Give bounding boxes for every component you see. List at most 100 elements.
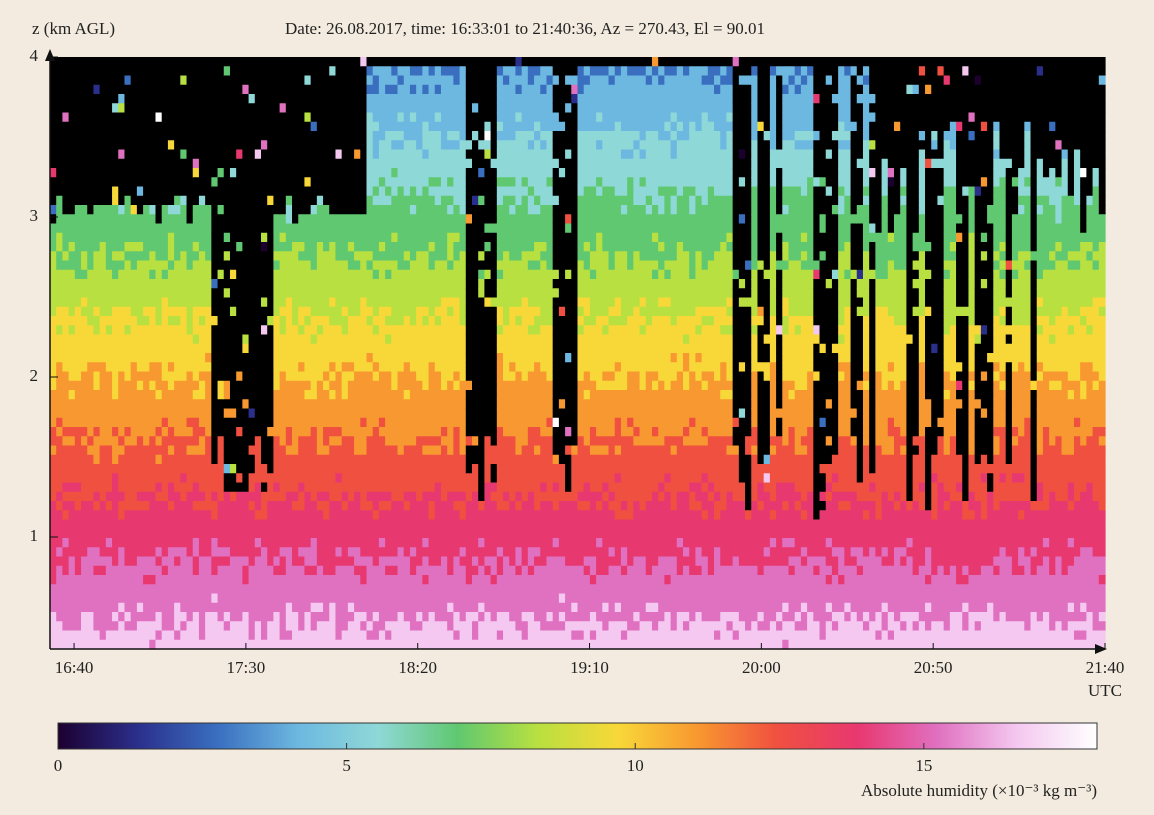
heatmap-cell — [509, 464, 516, 474]
heatmap-cell — [360, 242, 367, 252]
heatmap-cell — [261, 85, 268, 95]
heatmap-cell — [509, 270, 516, 280]
heatmap-cell — [81, 196, 88, 206]
heatmap-cell — [267, 242, 274, 252]
heatmap-cell — [503, 335, 510, 345]
heatmap-cell — [50, 483, 57, 493]
heatmap-cell — [137, 510, 144, 520]
heatmap-cell — [373, 335, 380, 345]
heatmap-cell — [118, 418, 125, 428]
heatmap-cell — [286, 612, 293, 622]
heatmap-cell — [149, 131, 156, 141]
heatmap-cell — [509, 418, 516, 428]
heatmap-cell — [131, 492, 138, 502]
heatmap-cell — [515, 187, 522, 197]
heatmap-cell — [298, 418, 305, 428]
heatmap-cell — [112, 159, 119, 169]
heatmap-cell — [447, 270, 454, 280]
heatmap-cell — [211, 538, 218, 548]
heatmap-cell — [292, 325, 299, 335]
heatmap-cell — [211, 547, 218, 557]
heatmap-cell — [242, 177, 249, 187]
heatmap-cell — [453, 381, 460, 391]
heatmap-cell — [218, 510, 225, 520]
heatmap-cell — [385, 94, 392, 104]
heatmap-cell — [93, 279, 100, 289]
heatmap-cell — [298, 122, 305, 132]
heatmap-cell — [304, 353, 311, 363]
heatmap-cell — [391, 94, 398, 104]
heatmap-cell — [50, 298, 57, 308]
heatmap-cell — [478, 103, 485, 113]
heatmap-cell — [255, 492, 262, 502]
heatmap-cell — [317, 473, 324, 483]
heatmap-cell — [329, 85, 336, 95]
heatmap-cell — [50, 538, 57, 548]
heatmap-cell — [491, 492, 498, 502]
heatmap-cell — [335, 85, 342, 95]
heatmap-cell — [522, 113, 529, 123]
heatmap-cell — [106, 251, 113, 261]
heatmap-cell — [62, 122, 69, 132]
heatmap-cell — [515, 529, 522, 539]
heatmap-cell — [81, 436, 88, 446]
heatmap-cell — [429, 94, 436, 104]
heatmap-cell — [162, 76, 169, 86]
heatmap-cell — [118, 557, 125, 567]
heatmap-cell — [75, 520, 82, 530]
heatmap-cell — [193, 325, 200, 335]
heatmap-cell — [398, 399, 405, 409]
heatmap-cell — [311, 455, 318, 465]
heatmap-cell — [100, 205, 107, 215]
heatmap-cell — [391, 427, 398, 437]
heatmap-cell — [466, 316, 473, 326]
heatmap-cell — [292, 261, 299, 271]
heatmap-cell — [137, 612, 144, 622]
heatmap-cell — [385, 612, 392, 622]
heatmap-cell — [124, 492, 131, 502]
heatmap-cell — [156, 381, 163, 391]
heatmap-cell — [69, 510, 76, 520]
heatmap-cell — [211, 307, 218, 317]
heatmap-cell — [509, 307, 516, 317]
heatmap-cell — [87, 501, 94, 511]
heatmap-cell — [304, 640, 311, 650]
heatmap-cell — [75, 251, 82, 261]
heatmap-cell — [69, 242, 76, 252]
heatmap-cell — [224, 372, 231, 382]
heatmap-cell — [193, 575, 200, 585]
heatmap-cell — [236, 612, 243, 622]
heatmap-cell — [62, 307, 69, 317]
heatmap-cell — [168, 168, 175, 178]
heatmap-cell — [528, 372, 535, 382]
heatmap-cell — [429, 594, 436, 604]
heatmap-cell — [348, 529, 355, 539]
heatmap-cell — [230, 427, 237, 437]
heatmap-cell — [199, 177, 206, 187]
heatmap-cell — [255, 455, 262, 465]
heatmap-cell — [466, 131, 473, 141]
heatmap-cell — [286, 538, 293, 548]
heatmap-cell — [93, 205, 100, 215]
heatmap-cell — [447, 566, 454, 576]
heatmap-cell — [323, 631, 330, 641]
heatmap-cell — [69, 205, 76, 215]
heatmap-cell — [348, 455, 355, 465]
heatmap-cell — [187, 113, 194, 123]
heatmap-cell — [131, 446, 138, 456]
heatmap-cell — [267, 520, 274, 530]
heatmap-cell — [348, 103, 355, 113]
heatmap-cell — [187, 612, 194, 622]
heatmap-cell — [62, 261, 69, 271]
heatmap-cell — [124, 288, 131, 298]
heatmap-cell — [348, 270, 355, 280]
heatmap-cell — [472, 66, 479, 76]
heatmap-cell — [230, 594, 237, 604]
heatmap-cell — [292, 242, 299, 252]
heatmap-cell — [491, 251, 498, 261]
heatmap-cell — [515, 224, 522, 234]
heatmap-cell — [236, 205, 243, 215]
heatmap-cell — [187, 159, 194, 169]
heatmap-cell — [286, 557, 293, 567]
heatmap-cell — [528, 584, 535, 594]
